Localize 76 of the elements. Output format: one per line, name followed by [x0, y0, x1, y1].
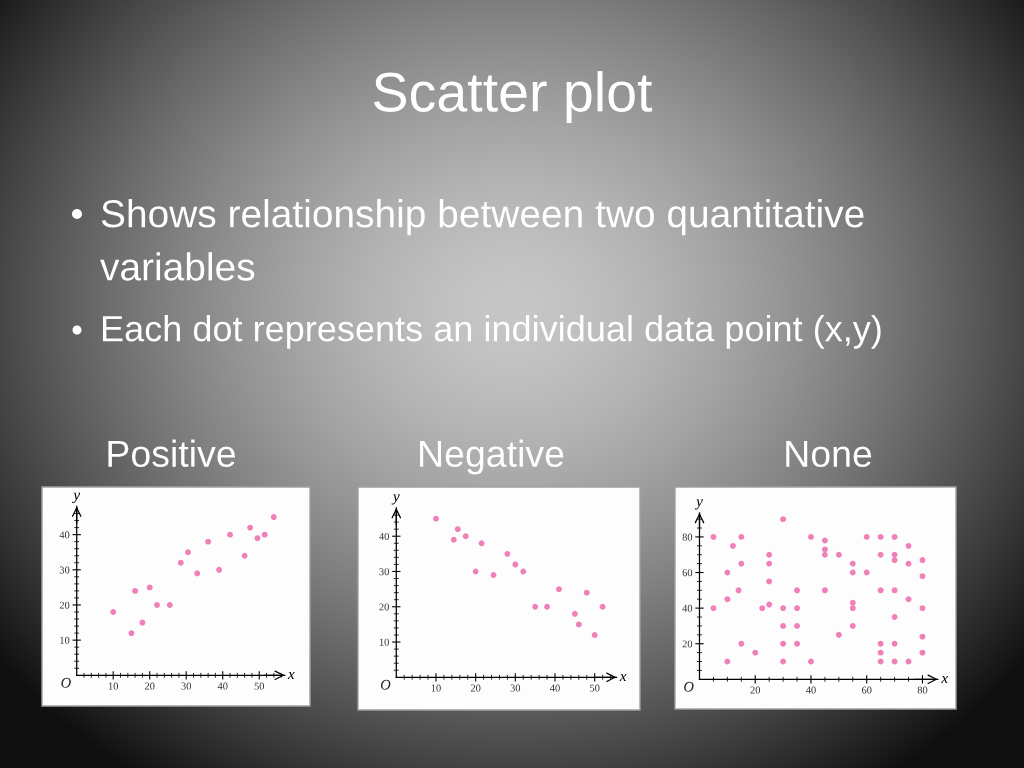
y-tick-label: 10 [60, 636, 70, 644]
chart-title: Positive [108, 439, 235, 468]
point [247, 524, 254, 531]
x-tick-label: 50 [590, 684, 600, 692]
point [433, 515, 439, 522]
point [599, 603, 606, 610]
point [270, 514, 277, 520]
chart-title: None [786, 440, 872, 468]
x-tick-label: 40 [805, 686, 816, 694]
point [490, 572, 497, 578]
point [556, 586, 562, 593]
y-tick-label: 40 [59, 531, 70, 539]
x-tick-label: 80 [917, 686, 928, 694]
x-tick-label: 30 [510, 684, 521, 692]
y-tick-label: 40 [682, 604, 693, 612]
text: Shows relationship between two quantitative variables [100, 199, 864, 281]
x-axis-title: x [619, 673, 627, 681]
point [241, 552, 248, 559]
point [205, 538, 212, 545]
y-axis-title: y [391, 494, 400, 505]
point [139, 619, 146, 626]
point [146, 584, 153, 591]
point [575, 621, 582, 628]
x-tick-label: 50 [254, 682, 265, 690]
point [254, 535, 261, 542]
y-tick-label: 20 [379, 603, 389, 611]
x-tick-label: 40 [217, 682, 228, 690]
text: O [380, 679, 391, 690]
y-axis-title: y [72, 492, 81, 504]
point [532, 603, 539, 610]
point [544, 603, 551, 610]
point [227, 531, 233, 538]
x-tick-label: 10 [108, 682, 119, 690]
y-tick-label: 30 [379, 568, 389, 576]
x-tick-label: 30 [181, 682, 192, 690]
x-axis-title: x [287, 671, 295, 679]
point [454, 526, 461, 533]
point [472, 568, 479, 575]
point [132, 587, 139, 594]
x-tick-label: 10 [431, 684, 441, 692]
x-tick-label: 40 [550, 684, 560, 692]
text: O [684, 681, 694, 692]
point [512, 561, 519, 568]
chart-title: Negative [420, 439, 564, 475]
point [583, 589, 590, 596]
point [478, 540, 485, 547]
y-tick-label: 10 [379, 638, 389, 646]
text: O [61, 677, 71, 688]
x-axis-title: x [941, 675, 949, 683]
point [261, 531, 268, 538]
point [504, 550, 511, 557]
x-tick-label: 20 [470, 684, 481, 692]
text: Each dot represents an individual data point (x,y) [102, 315, 881, 349]
point [591, 632, 598, 638]
point [154, 602, 160, 608]
y-tick-label: 20 [682, 640, 693, 648]
point [216, 566, 223, 573]
point [166, 602, 173, 608]
point [194, 570, 201, 577]
text: Scatter plot [374, 71, 653, 123]
point [571, 610, 578, 617]
y-tick-label: 60 [682, 569, 693, 577]
y-tick-label: 30 [59, 566, 70, 574]
y-tick-label: 40 [379, 532, 389, 540]
point [110, 609, 117, 615]
x-tick-label: 20 [750, 686, 761, 694]
point [450, 536, 457, 543]
x-tick-label: 20 [144, 682, 155, 690]
y-tick-label: 20 [59, 601, 70, 609]
point [185, 549, 191, 556]
point [128, 630, 135, 637]
y-axis-title: y [694, 499, 703, 510]
point [177, 559, 184, 566]
x-tick-label: 60 [861, 686, 872, 694]
y-tick-label: 80 [682, 533, 693, 541]
point [462, 533, 469, 540]
